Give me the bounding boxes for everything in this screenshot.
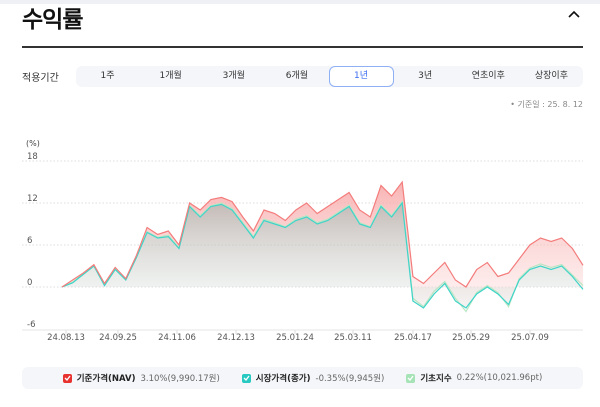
y-tick: 12 xyxy=(27,194,38,204)
x-tick: 25.05.29 xyxy=(452,333,490,343)
y-tick: 18 xyxy=(27,152,38,162)
legend-name: 시장가격(종가) xyxy=(255,374,311,384)
tab-3y[interactable]: 3년 xyxy=(418,71,433,81)
legend-value: 3.10%(9,990.17원) xyxy=(140,374,220,384)
x-tick: 24.09.25 xyxy=(99,333,137,343)
title-divider xyxy=(22,46,583,48)
x-tick: 24.11.06 xyxy=(158,333,196,343)
legend-value: -0.35%(9,945원) xyxy=(315,374,385,384)
tab-since-listing[interactable]: 상장이후 xyxy=(534,71,568,81)
tab-3m[interactable]: 3개월 xyxy=(222,71,245,81)
tab-6m[interactable]: 6개월 xyxy=(285,71,309,81)
x-tick: 25.03.11 xyxy=(334,333,372,343)
x-tick: 25.04.17 xyxy=(394,333,432,343)
x-tick: 24.08.13 xyxy=(47,333,85,343)
legend: 기준가격(NAV) 3.10%(9,990.17원) 시장가격(종가) -0.3… xyxy=(22,367,583,389)
base-date: • 기준일 : 25. 8. 12 xyxy=(510,100,583,109)
y-axis-unit: (%) xyxy=(26,139,40,148)
legend-item-nav[interactable]: 기준가격(NAV) 3.10%(9,990.17원) xyxy=(62,372,220,384)
collapse-button[interactable] xyxy=(566,6,582,20)
checkbox-checked-icon[interactable] xyxy=(62,373,72,383)
y-tick: -6 xyxy=(27,320,36,330)
x-tick: 24.12.13 xyxy=(217,333,255,343)
checkbox-checked-icon[interactable] xyxy=(241,373,251,383)
tab-1m[interactable]: 1개월 xyxy=(159,71,182,81)
checkbox-checked-icon[interactable] xyxy=(406,373,416,383)
x-ticks xyxy=(65,330,531,334)
tab-1w[interactable]: 1주 xyxy=(100,71,115,81)
y-tick: 6 xyxy=(27,236,33,246)
legend-value: 0.22%(10,021.96pt) xyxy=(456,373,543,383)
tab-1y[interactable]: 1년 xyxy=(328,66,394,87)
chevron-up-icon xyxy=(568,10,580,18)
legend-name: 기준가격(NAV) xyxy=(76,374,136,384)
legend-item-index[interactable]: 기초지수 0.22%(10,021.96pt) xyxy=(406,372,542,384)
series-layer xyxy=(61,180,584,313)
top-strip xyxy=(0,0,600,4)
legend-name: 기초지수 xyxy=(420,374,452,384)
tab-ytd[interactable]: 연초이후 xyxy=(471,71,505,81)
x-tick: 25.07.09 xyxy=(511,333,549,343)
y-tick: 0 xyxy=(27,278,33,288)
x-tick: 25.01.24 xyxy=(276,333,314,343)
period-label: 적용기간 xyxy=(22,73,59,84)
period-selector: 1주 1개월 3개월 6개월 1년 3년 연초이후 상장이후 xyxy=(76,66,583,87)
legend-item-market[interactable]: 시장가격(종가) -0.35%(9,945원) xyxy=(241,372,385,384)
page-title: 수익률 xyxy=(22,7,83,33)
